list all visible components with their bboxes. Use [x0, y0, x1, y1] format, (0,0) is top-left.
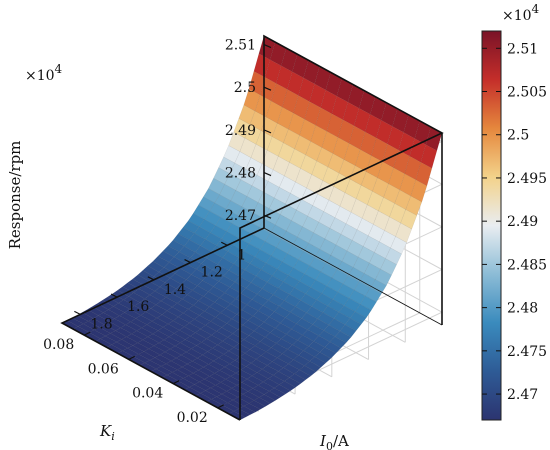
ki-tick-label-0: 0.08	[43, 337, 74, 353]
z-tick-mark-0	[263, 214, 272, 219]
colorbar-tick-label-7: 2.475	[507, 344, 547, 360]
z-axis-label: Response/rpm	[6, 141, 24, 250]
colorbar-tick-label-6: 2.48	[507, 301, 538, 317]
i0-axis-label: I0/A	[319, 432, 349, 450]
ki-tick-mark-1	[128, 355, 136, 360]
z-tick-label-3: 2.5	[234, 80, 256, 96]
surface-patch	[172, 233, 190, 247]
i0-tick-mark-4	[74, 310, 81, 315]
ki-tick-label-3: 0.02	[177, 410, 208, 426]
ki-tick-label-1: 0.06	[88, 361, 119, 377]
i0-tick-mark-2	[147, 276, 155, 281]
surface-patch	[147, 261, 165, 273]
z-tick-label-0: 2.47	[225, 208, 256, 224]
i0-tick-label-0: 1	[237, 247, 246, 263]
colorbar-gradient	[481, 30, 502, 421]
frame-front-bottom	[60, 227, 265, 421]
ki-tick-mark-2	[172, 380, 180, 385]
ki-tick-mark-0	[83, 331, 91, 336]
i0-tick-label-1: 1.2	[201, 265, 223, 281]
axis-ticks: 2.47 2.48 2.49 2.5 2.51 0.08 0.06 0.04 0.02 1 1.2 1…	[43, 38, 272, 426]
z-tick-mark-4	[263, 43, 272, 49]
z-tick-label-4: 2.51	[225, 38, 256, 54]
ki-tick-mark-3	[217, 404, 225, 409]
surface-patch	[253, 53, 271, 78]
ki-axis-label: Ki	[99, 422, 115, 443]
surface-patch	[91, 303, 109, 313]
frame-back-left-bottom	[263, 227, 443, 326]
surface-patch	[177, 226, 195, 240]
z-axis-multiplier: ×104	[25, 62, 63, 84]
axes-frame	[60, 34, 444, 421]
z-tick-mark-2	[263, 129, 272, 134]
surface-patch	[152, 256, 170, 268]
i0-tick-label-2: 1.4	[164, 282, 186, 298]
i0-tick-mark-0	[221, 241, 228, 246]
colorbar-tick-label-1: 2.505	[507, 85, 547, 101]
surface-patch	[96, 300, 114, 310]
i0-tick-mark-1	[184, 259, 191, 264]
ki-tick-label-2: 0.04	[132, 386, 163, 402]
i0-tick-label-4: 1.8	[90, 316, 112, 332]
colorbar-multiplier: ×104	[502, 2, 540, 24]
z-tick-label-2: 2.49	[225, 123, 256, 139]
surface-patch	[142, 265, 160, 277]
i0-tick-mark-3	[110, 293, 118, 298]
surface-patch	[117, 286, 135, 297]
z-tick-label-1: 2.48	[225, 166, 256, 182]
z-tick-mark-3	[263, 86, 272, 91]
colorbar-tick-label-2: 2.5	[507, 128, 529, 144]
colorbar-tick-label-0: 2.51	[507, 41, 538, 57]
colorbar-ticks: 2.51 2.505 2.5 2.495 2.49 2.485 2.48 2.475 2.47	[482, 41, 547, 403]
z-tick-mark-1	[263, 171, 272, 177]
colorbar-tick-label-4: 2.49	[507, 214, 538, 230]
surface-patch	[228, 131, 246, 152]
colorbar-tick-label-3: 2.495	[507, 171, 547, 187]
colorbar-tick-label-8: 2.47	[507, 387, 538, 403]
colorbar: 2.512.5052.52.4952.492.4852.482.4752.47 …	[481, 2, 547, 421]
colorbar-tick-label-5: 2.485	[507, 257, 547, 273]
i0-tick-label-3: 1.6	[127, 299, 149, 315]
